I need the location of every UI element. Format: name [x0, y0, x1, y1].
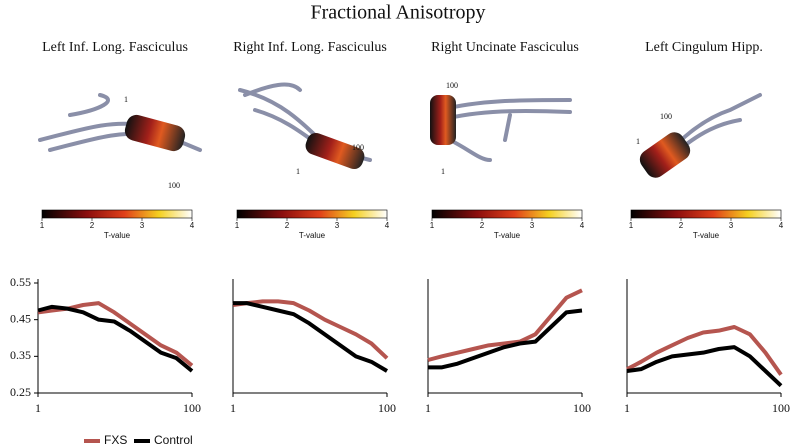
- tract-annotation: 1: [441, 167, 445, 176]
- colorbar-tick-label: 4: [779, 221, 784, 230]
- tract-annotation: 100: [352, 143, 364, 152]
- colorbar-tick-label: 1: [235, 221, 240, 230]
- figure-title: Fractional Anisotropy: [311, 2, 486, 24]
- colorbar: [431, 209, 583, 219]
- colorbar-tick-label: 1: [40, 221, 45, 230]
- y-tick-label: 0.35: [10, 348, 31, 362]
- tract-annotation: 100: [660, 112, 672, 121]
- colorbar-tick-label: 3: [729, 221, 734, 230]
- panel-title: Left Inf. Long. Fasciculus: [42, 40, 188, 55]
- colorbar-tick-label: 2: [480, 221, 485, 230]
- x-tick-label: 100: [573, 401, 591, 415]
- colorbar-tick-label: 2: [285, 221, 290, 230]
- colorbar: [41, 209, 193, 219]
- x-tick-label: 1: [624, 401, 630, 415]
- colorbar-label: T-value: [299, 231, 326, 240]
- tract-annotation: 1: [296, 167, 300, 176]
- series-line: [626, 325, 783, 376]
- series-line: [626, 345, 783, 388]
- colorbar-tick-label: 2: [90, 221, 95, 230]
- colorbar-label: T-value: [104, 231, 131, 240]
- panel-title: Right Inf. Long. Fasciculus: [233, 40, 387, 55]
- panel-title: Right Uncinate Fasciculus: [431, 40, 579, 55]
- y-tick-label: 0.55: [10, 275, 31, 289]
- legend-label: Control: [154, 433, 193, 447]
- tract-annotation: 100: [446, 81, 458, 90]
- legend-label: FXS: [104, 433, 127, 447]
- colorbar-label: T-value: [494, 231, 521, 240]
- series-line: [427, 288, 583, 362]
- x-tick-label: 100: [183, 401, 201, 415]
- colorbar-tick-label: 3: [335, 221, 340, 230]
- colorbar-tick-label: 1: [629, 221, 634, 230]
- x-tick-label: 1: [230, 401, 236, 415]
- x-tick-label: 1: [425, 401, 431, 415]
- panel-title: Left Cingulum Hipp.: [645, 40, 763, 55]
- colorbar-tick-label: 4: [580, 221, 585, 230]
- tract-segments: [124, 95, 691, 178]
- series-line: [233, 301, 389, 373]
- y-tick-label: 0.25: [10, 385, 31, 399]
- colorbar-tick-label: 2: [679, 221, 684, 230]
- x-tick-label: 100: [772, 401, 790, 415]
- colorbar-tick-label: 1: [430, 221, 435, 230]
- y-tick-label: 0.45: [10, 311, 31, 325]
- series-line: [232, 299, 389, 360]
- colorbar: [236, 209, 388, 219]
- series-line: [37, 304, 194, 373]
- x-tick-label: 1: [35, 401, 41, 415]
- tract-annotation: 1: [636, 137, 640, 146]
- colorbar: [630, 209, 782, 219]
- colorbar-tick-label: 3: [530, 221, 535, 230]
- colorbar-tick-label: 4: [385, 221, 390, 230]
- colorbar-tick-label: 3: [140, 221, 145, 230]
- colorbar-label: T-value: [693, 231, 720, 240]
- legend: FXS Control: [84, 433, 193, 447]
- series-line: [428, 308, 583, 370]
- tract-annotation: 1: [124, 95, 128, 104]
- tract-annotation: 100: [168, 181, 180, 190]
- x-tick-label: 100: [378, 401, 396, 415]
- colorbar-tick-label: 4: [190, 221, 195, 230]
